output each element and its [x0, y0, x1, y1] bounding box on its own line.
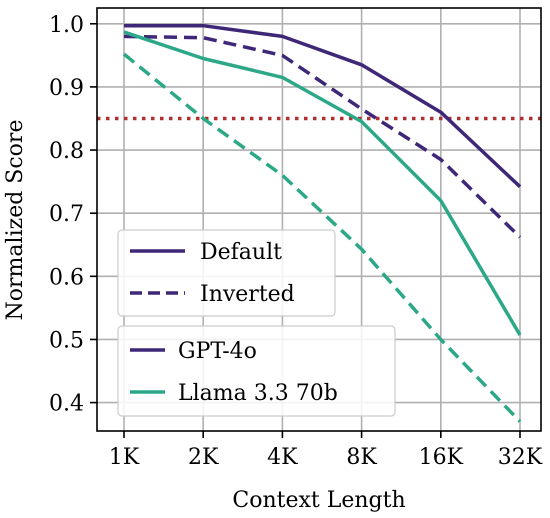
legend-label-default: Default	[200, 240, 282, 265]
y-tick-label-0-4: 0.4	[49, 392, 84, 417]
x-tick-label-1k: 1K	[109, 445, 140, 470]
legend-model: GPT-4o Llama 3.3 70b	[117, 325, 396, 417]
plot-frame	[96, 7, 542, 432]
x-tick-label-4k: 4K	[267, 445, 298, 470]
series-line-gpt-4o-default	[124, 23, 522, 188]
legend-label-inverted: Inverted	[200, 282, 295, 307]
y-tick-labels: 0.4 0.5 0.6 0.7 0.8 0.9 1.0	[49, 13, 97, 417]
series-line-gpt-4o-inverted	[123, 34, 522, 239]
series-line-llama-3-3-70b-default	[123, 30, 522, 336]
legend-label-llama: Llama 3.3 70b	[178, 381, 338, 406]
series-line-llama-3-3-70b-inverted	[122, 52, 522, 423]
series-lines	[122, 23, 522, 423]
x-tick-labels: 1K 2K 4K 8K 16K 32K	[109, 431, 543, 470]
y-tick-label-0-5: 0.5	[49, 328, 84, 353]
y-axis-label: Normalized Score	[3, 120, 28, 321]
x-tick-label-8k: 8K	[346, 445, 377, 470]
y-tick-label-0-9: 0.9	[49, 76, 84, 101]
x-axis-label: Context Length	[232, 488, 405, 513]
y-tick-label-0-7: 0.7	[49, 202, 84, 227]
x-tick-label-32k: 32K	[498, 445, 543, 470]
legend-model-box	[117, 325, 396, 417]
y-tick-label-1-0: 1.0	[49, 13, 84, 38]
legend-line-style: Default Inverted	[117, 229, 336, 317]
legend-label-gpt4o: GPT-4o	[178, 339, 257, 364]
x-tick-label-16k: 16K	[419, 445, 464, 470]
y-tick-label-0-6: 0.6	[49, 265, 84, 290]
x-tick-label-2k: 2K	[188, 445, 219, 470]
y-tick-label-0-8: 0.8	[49, 139, 84, 164]
